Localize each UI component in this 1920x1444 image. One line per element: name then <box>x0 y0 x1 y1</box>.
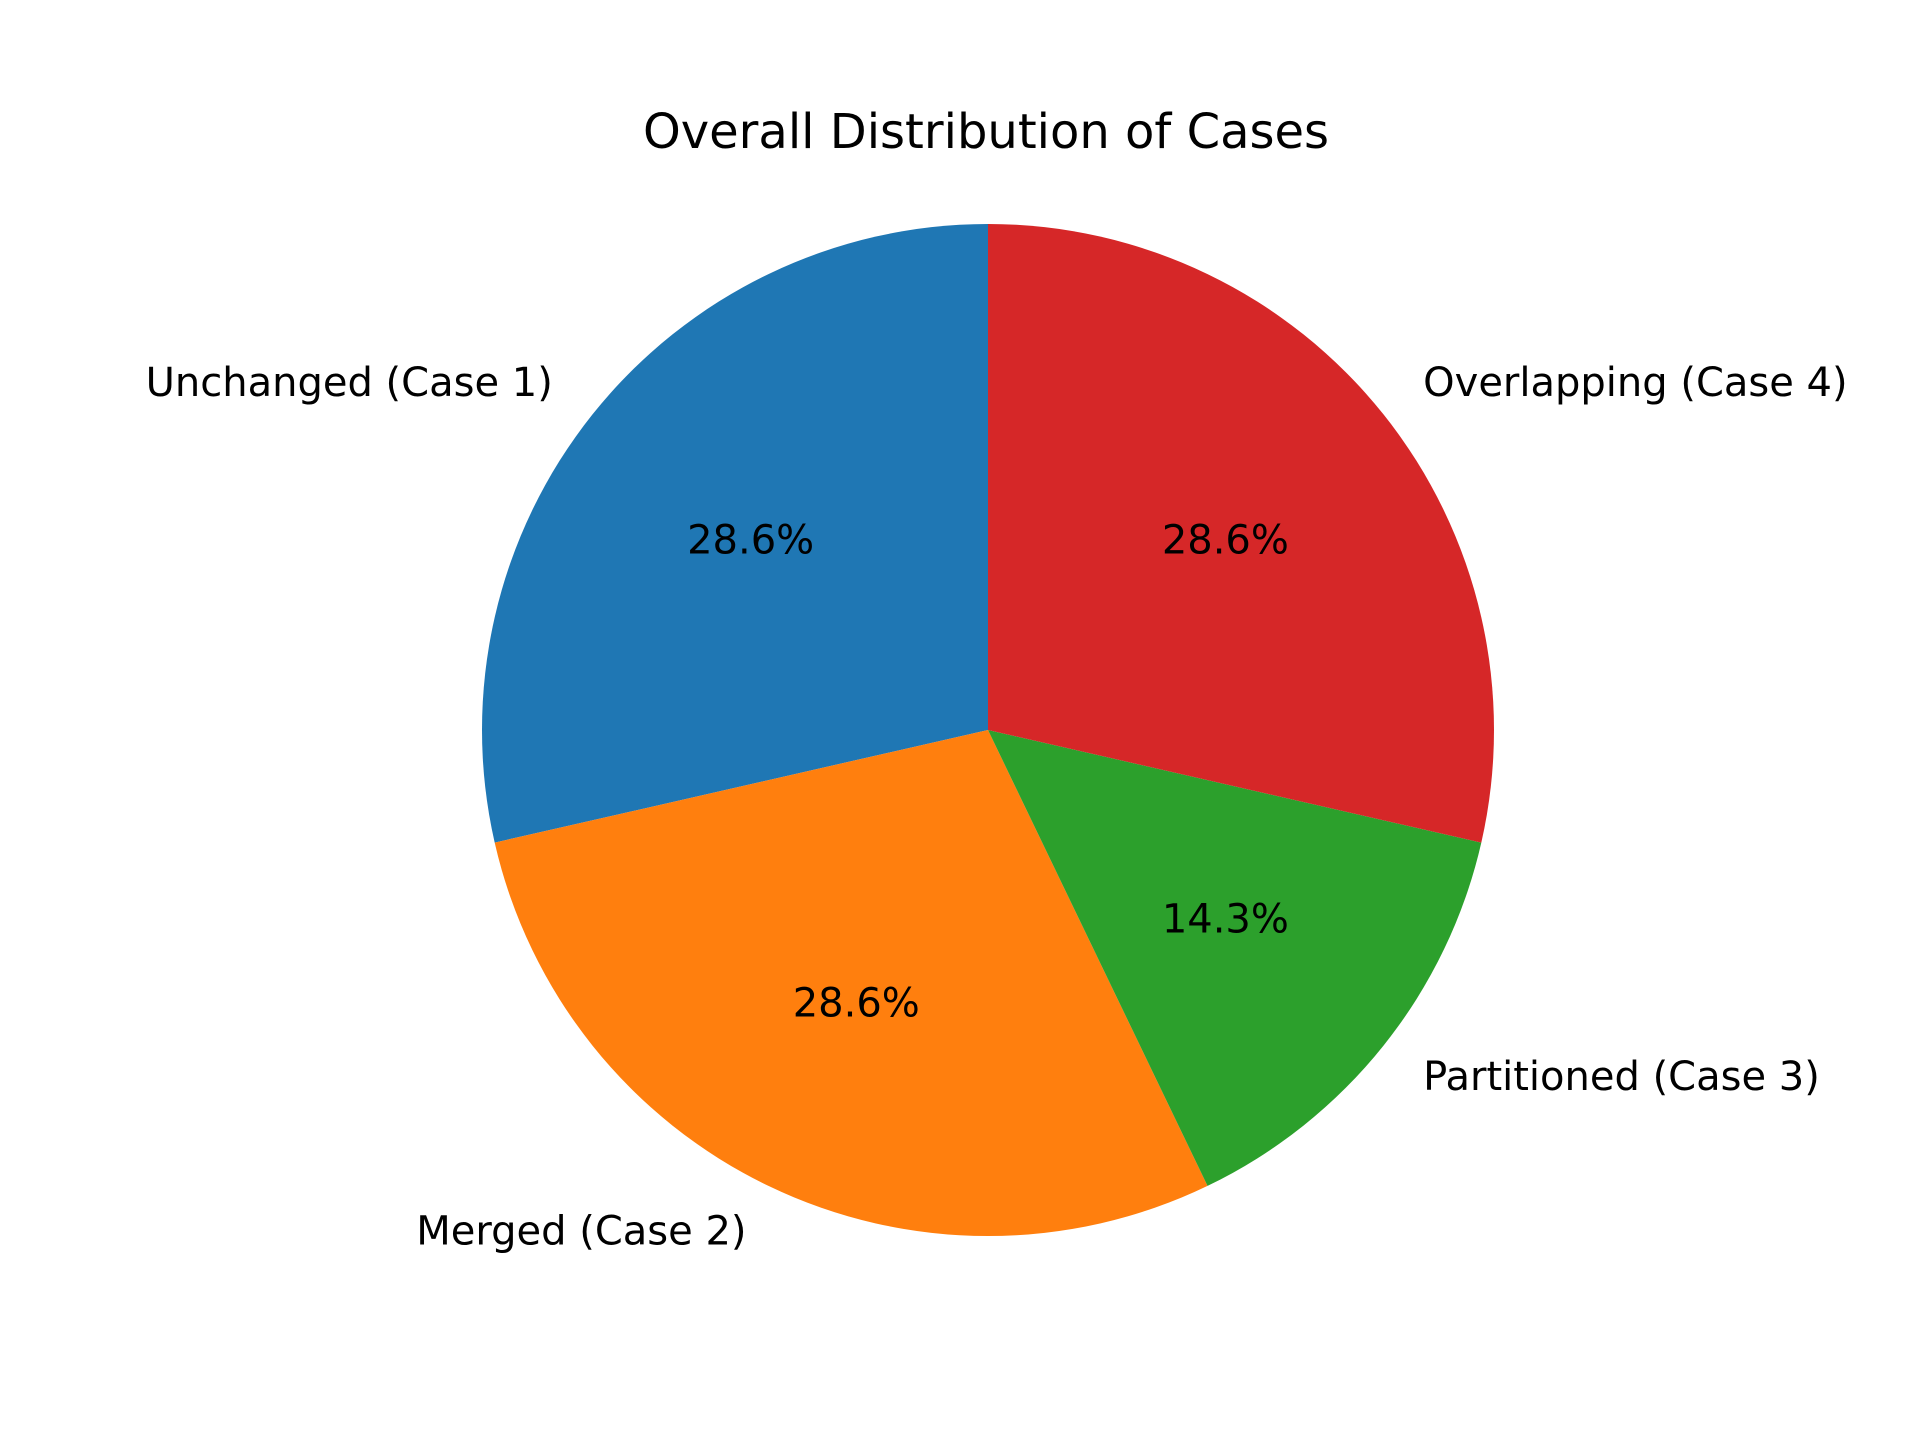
slice-label-merged-case-2: Merged (Case 2) <box>416 1208 746 1254</box>
slice-label-overlapping-case-4: Overlapping (Case 4) <box>1423 360 1847 406</box>
percent-label-overlapping-case-4: 28.6% <box>1162 518 1289 564</box>
percent-labels: 28.6% 28.6% 14.3% 28.6% <box>687 518 1289 1027</box>
pie-slices <box>481 224 1494 1236</box>
slice-labels: Unchanged (Case 1) Merged (Case 2) Partiti… <box>146 360 1848 1255</box>
chart-title: Overall Distribution of Cases <box>643 104 1329 160</box>
pie-slice-partitioned-case-3 <box>988 730 1482 1186</box>
pie-slice-unchanged-case-1 <box>481 224 988 843</box>
pie-slice-merged-case-2 <box>494 730 1208 1236</box>
pie-slice-overlapping-case-4 <box>988 224 1494 843</box>
percent-label-partitioned-case-3: 14.3% <box>1162 896 1289 942</box>
percent-label-unchanged-case-1: 28.6% <box>687 518 814 564</box>
slice-label-partitioned-case-3: Partitioned (Case 3) <box>1423 1054 1820 1100</box>
percent-label-merged-case-2: 28.6% <box>793 981 920 1027</box>
slice-label-unchanged-case-1: Unchanged (Case 1) <box>146 360 553 406</box>
